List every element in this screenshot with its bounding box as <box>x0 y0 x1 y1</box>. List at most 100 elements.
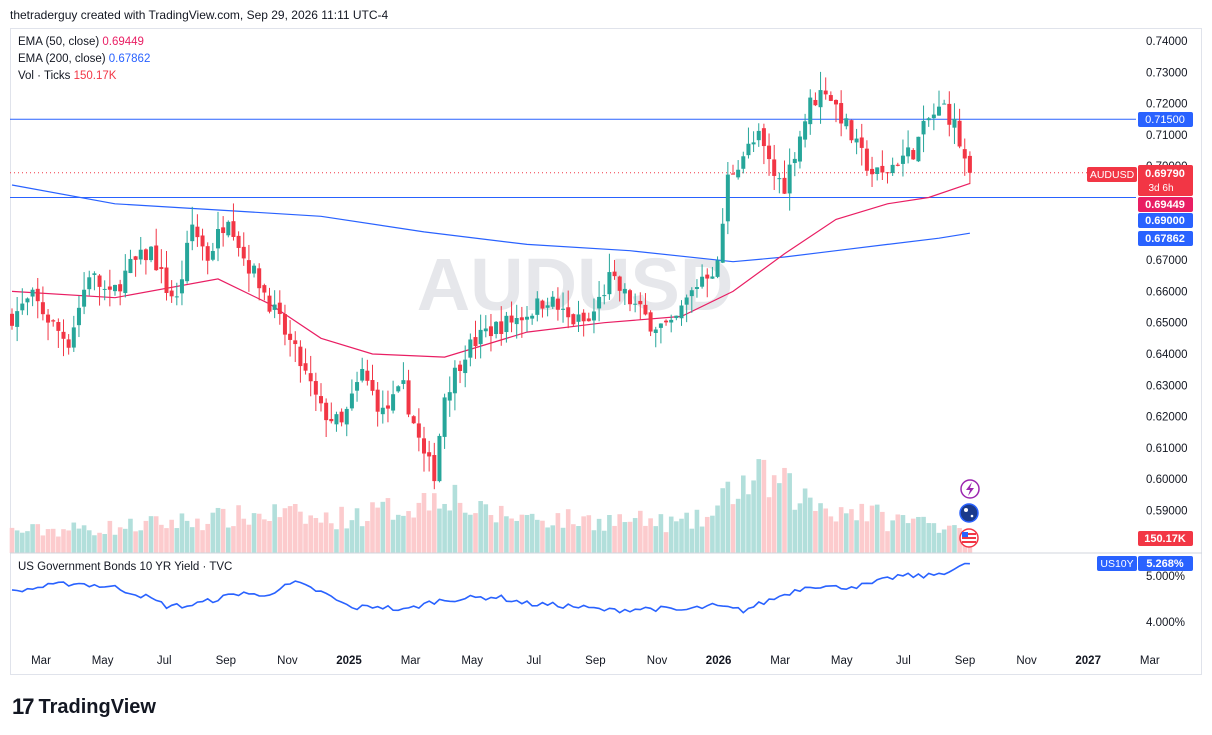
australia-flag-icon[interactable] <box>959 503 979 523</box>
volume-bar <box>329 523 334 553</box>
candle-body <box>911 150 916 160</box>
volume-bar <box>117 527 123 553</box>
candle-body <box>772 159 777 176</box>
volume-bar <box>699 526 705 553</box>
us10y-line[interactable] <box>11 562 970 614</box>
volume-bar <box>339 506 344 553</box>
ema200-line[interactable] <box>11 184 970 263</box>
legend-ema50[interactable]: EMA (50, close) 0.69449 <box>18 36 144 48</box>
volume-bar <box>437 508 442 553</box>
volume-bar <box>432 493 437 553</box>
candle-body <box>834 99 838 105</box>
ema50-line[interactable] <box>11 182 971 358</box>
candle-body <box>870 168 875 175</box>
time-tick-label: May <box>461 655 483 667</box>
candle-body <box>689 290 694 297</box>
svg-text:3d 6h: 3d 6h <box>1148 183 1173 194</box>
time-tick-label: Sep <box>585 655 605 667</box>
volume-bar <box>308 515 313 553</box>
legend-ema200[interactable]: EMA (200, close) 0.67862 <box>18 53 150 65</box>
price-tick-label: 0.72000 <box>1146 99 1188 111</box>
price-tick-label: 0.67000 <box>1146 255 1188 267</box>
volume-bar <box>844 513 849 553</box>
volume-value: 150.17K <box>73 70 117 82</box>
volume-bar <box>164 528 169 553</box>
volume-bar <box>802 488 808 553</box>
candle-body <box>10 313 14 326</box>
candle-body <box>51 320 56 322</box>
volume-bar <box>658 514 664 553</box>
candle-body <box>319 396 323 404</box>
volume-bar <box>66 530 71 553</box>
volume-bar <box>473 513 478 553</box>
volume-bar <box>246 524 252 553</box>
candle-body <box>900 155 905 164</box>
volume-bar <box>751 480 756 553</box>
volume-bar <box>390 519 396 553</box>
volume-bar <box>601 530 607 553</box>
yield-tick-label: 4.000% <box>1146 617 1185 629</box>
candle-body <box>710 276 715 279</box>
volume-bar <box>231 526 236 553</box>
time-tick-label: Mar <box>401 655 421 667</box>
candle-body <box>664 320 669 323</box>
price-tick-label: 0.64000 <box>1146 349 1188 361</box>
volume-bar <box>457 502 463 553</box>
candle-body <box>658 323 663 328</box>
tradingview-logo[interactable]: 17 TradingView <box>12 694 156 720</box>
candle-body <box>622 288 627 294</box>
candle-body <box>504 315 509 333</box>
candle-body <box>138 249 143 260</box>
candle-body <box>525 316 529 320</box>
candle-body <box>123 270 128 294</box>
lightning-icon[interactable] <box>960 479 980 499</box>
candle-body <box>401 380 406 384</box>
volume-bar <box>529 513 535 553</box>
us-flag-icon[interactable] <box>959 528 979 548</box>
volume-bar <box>828 516 834 553</box>
candle-body <box>885 172 890 174</box>
candle-body <box>792 158 797 164</box>
candle-body <box>581 312 586 322</box>
horizontal-lines <box>10 118 1136 198</box>
candle-body <box>787 164 792 194</box>
volume-bar <box>797 503 803 553</box>
price-tick-label: 0.66000 <box>1146 286 1188 298</box>
volume-bar <box>262 519 267 553</box>
candle-body <box>236 235 241 248</box>
candle-body <box>535 298 540 315</box>
volume-bar <box>787 473 792 553</box>
volume-bar <box>674 521 679 553</box>
candle-body <box>638 300 643 305</box>
volume-bar <box>97 532 102 553</box>
candle-body <box>942 103 947 105</box>
volume-bar <box>498 505 504 553</box>
ema-lines <box>11 182 971 358</box>
legend-volume[interactable]: Vol · Ticks 150.17K <box>18 70 116 82</box>
candle-body <box>355 382 360 391</box>
volume-bar <box>874 504 880 553</box>
volume-bar <box>715 505 720 553</box>
volume-bar <box>735 498 741 553</box>
candle-body <box>385 405 390 409</box>
candle-body <box>447 392 452 401</box>
volume-bar <box>679 518 684 553</box>
volume-bar <box>344 528 350 553</box>
candle-body <box>499 321 504 334</box>
candle-body <box>700 276 705 287</box>
resistance-badge: 0.71500 <box>1138 112 1193 127</box>
legend-us10y[interactable]: US Government Bonds 10 YR Yield · TVC <box>18 561 233 573</box>
candle-body <box>195 226 200 238</box>
candle-body <box>602 295 607 297</box>
volume-bar <box>596 518 602 553</box>
volume-bar <box>370 502 375 553</box>
candle-body <box>432 455 437 482</box>
candle-body <box>597 296 602 309</box>
candle-body <box>437 435 442 482</box>
candle-body <box>653 329 658 333</box>
time-tick-label: 2027 <box>1075 655 1101 667</box>
volume-bar <box>112 534 118 553</box>
time-tick-label: Nov <box>647 655 668 667</box>
time-tick-label: Jul <box>896 655 911 667</box>
